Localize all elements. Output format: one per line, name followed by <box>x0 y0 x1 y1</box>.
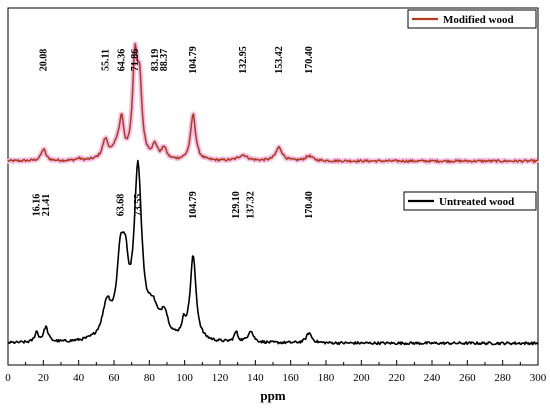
x-axis: 0 20 40 60 80 100 120 140 160 180 200 220 240 260 280 3… <box>5 360 547 384</box>
peak-label: 63.68 <box>116 194 127 217</box>
x-tick-label: 300 <box>530 372 547 384</box>
x-tick-label: 40 <box>73 372 85 384</box>
legend-box <box>407 9 537 29</box>
legend-label-modified-wood: Modified wood <box>443 14 514 26</box>
peak-label: 170.40 <box>304 46 315 74</box>
legend-label-untreated-wood: Untreated wood <box>439 196 514 208</box>
x-tick-label: 60 <box>109 372 121 384</box>
x-tick-label: 120 <box>212 372 229 384</box>
peak-label: 21.41 <box>41 194 52 217</box>
x-tick-label: 140 <box>247 372 264 384</box>
peak-label: 73.55 <box>133 194 144 217</box>
peak-label: 137.32 <box>246 191 257 219</box>
x-tick-label: 260 <box>459 372 476 384</box>
peak-label: 104.79 <box>188 191 199 219</box>
x-tick-label: 220 <box>388 372 405 384</box>
legend-untreated-wood: Untreated wood <box>403 191 537 211</box>
x-tick-label: 20 <box>38 372 50 384</box>
series-line-modified-wood <box>7 43 539 163</box>
x-axis-title: ppm <box>260 388 285 403</box>
x-tick-label: 200 <box>353 372 370 384</box>
peak-label: 20.08 <box>38 49 49 72</box>
plot-frame <box>7 7 539 366</box>
x-tick-label: 180 <box>318 372 335 384</box>
peak-label: 104.79 <box>188 46 199 74</box>
peak-label: 153.42 <box>274 46 285 74</box>
peak-label: 170.40 <box>304 191 315 219</box>
x-tick-label: 280 <box>494 372 511 384</box>
peak-label: 55.11 <box>100 49 111 71</box>
series-line-untreated-wood <box>7 159 539 346</box>
legend-modified-wood: Modified wood <box>407 9 537 29</box>
peak-label: 83.19 <box>150 49 161 72</box>
x-tick-label: 80 <box>144 372 156 384</box>
peak-label: 64.36 <box>117 49 128 72</box>
series-shade-modified-wood <box>6 41 540 165</box>
peak-label: 132.95 <box>238 46 249 74</box>
peak-label: 71.86 <box>130 49 141 72</box>
peak-label: 129.10 <box>231 191 242 219</box>
x-tick-label: 100 <box>176 372 193 384</box>
x-tick-label: 240 <box>424 372 441 384</box>
legend-box <box>403 191 537 211</box>
peak-label: 88.37 <box>159 49 170 72</box>
x-tick-label: 0 <box>5 372 11 384</box>
x-tick-label: 160 <box>282 372 299 384</box>
peak-label: 16.16 <box>32 194 43 217</box>
